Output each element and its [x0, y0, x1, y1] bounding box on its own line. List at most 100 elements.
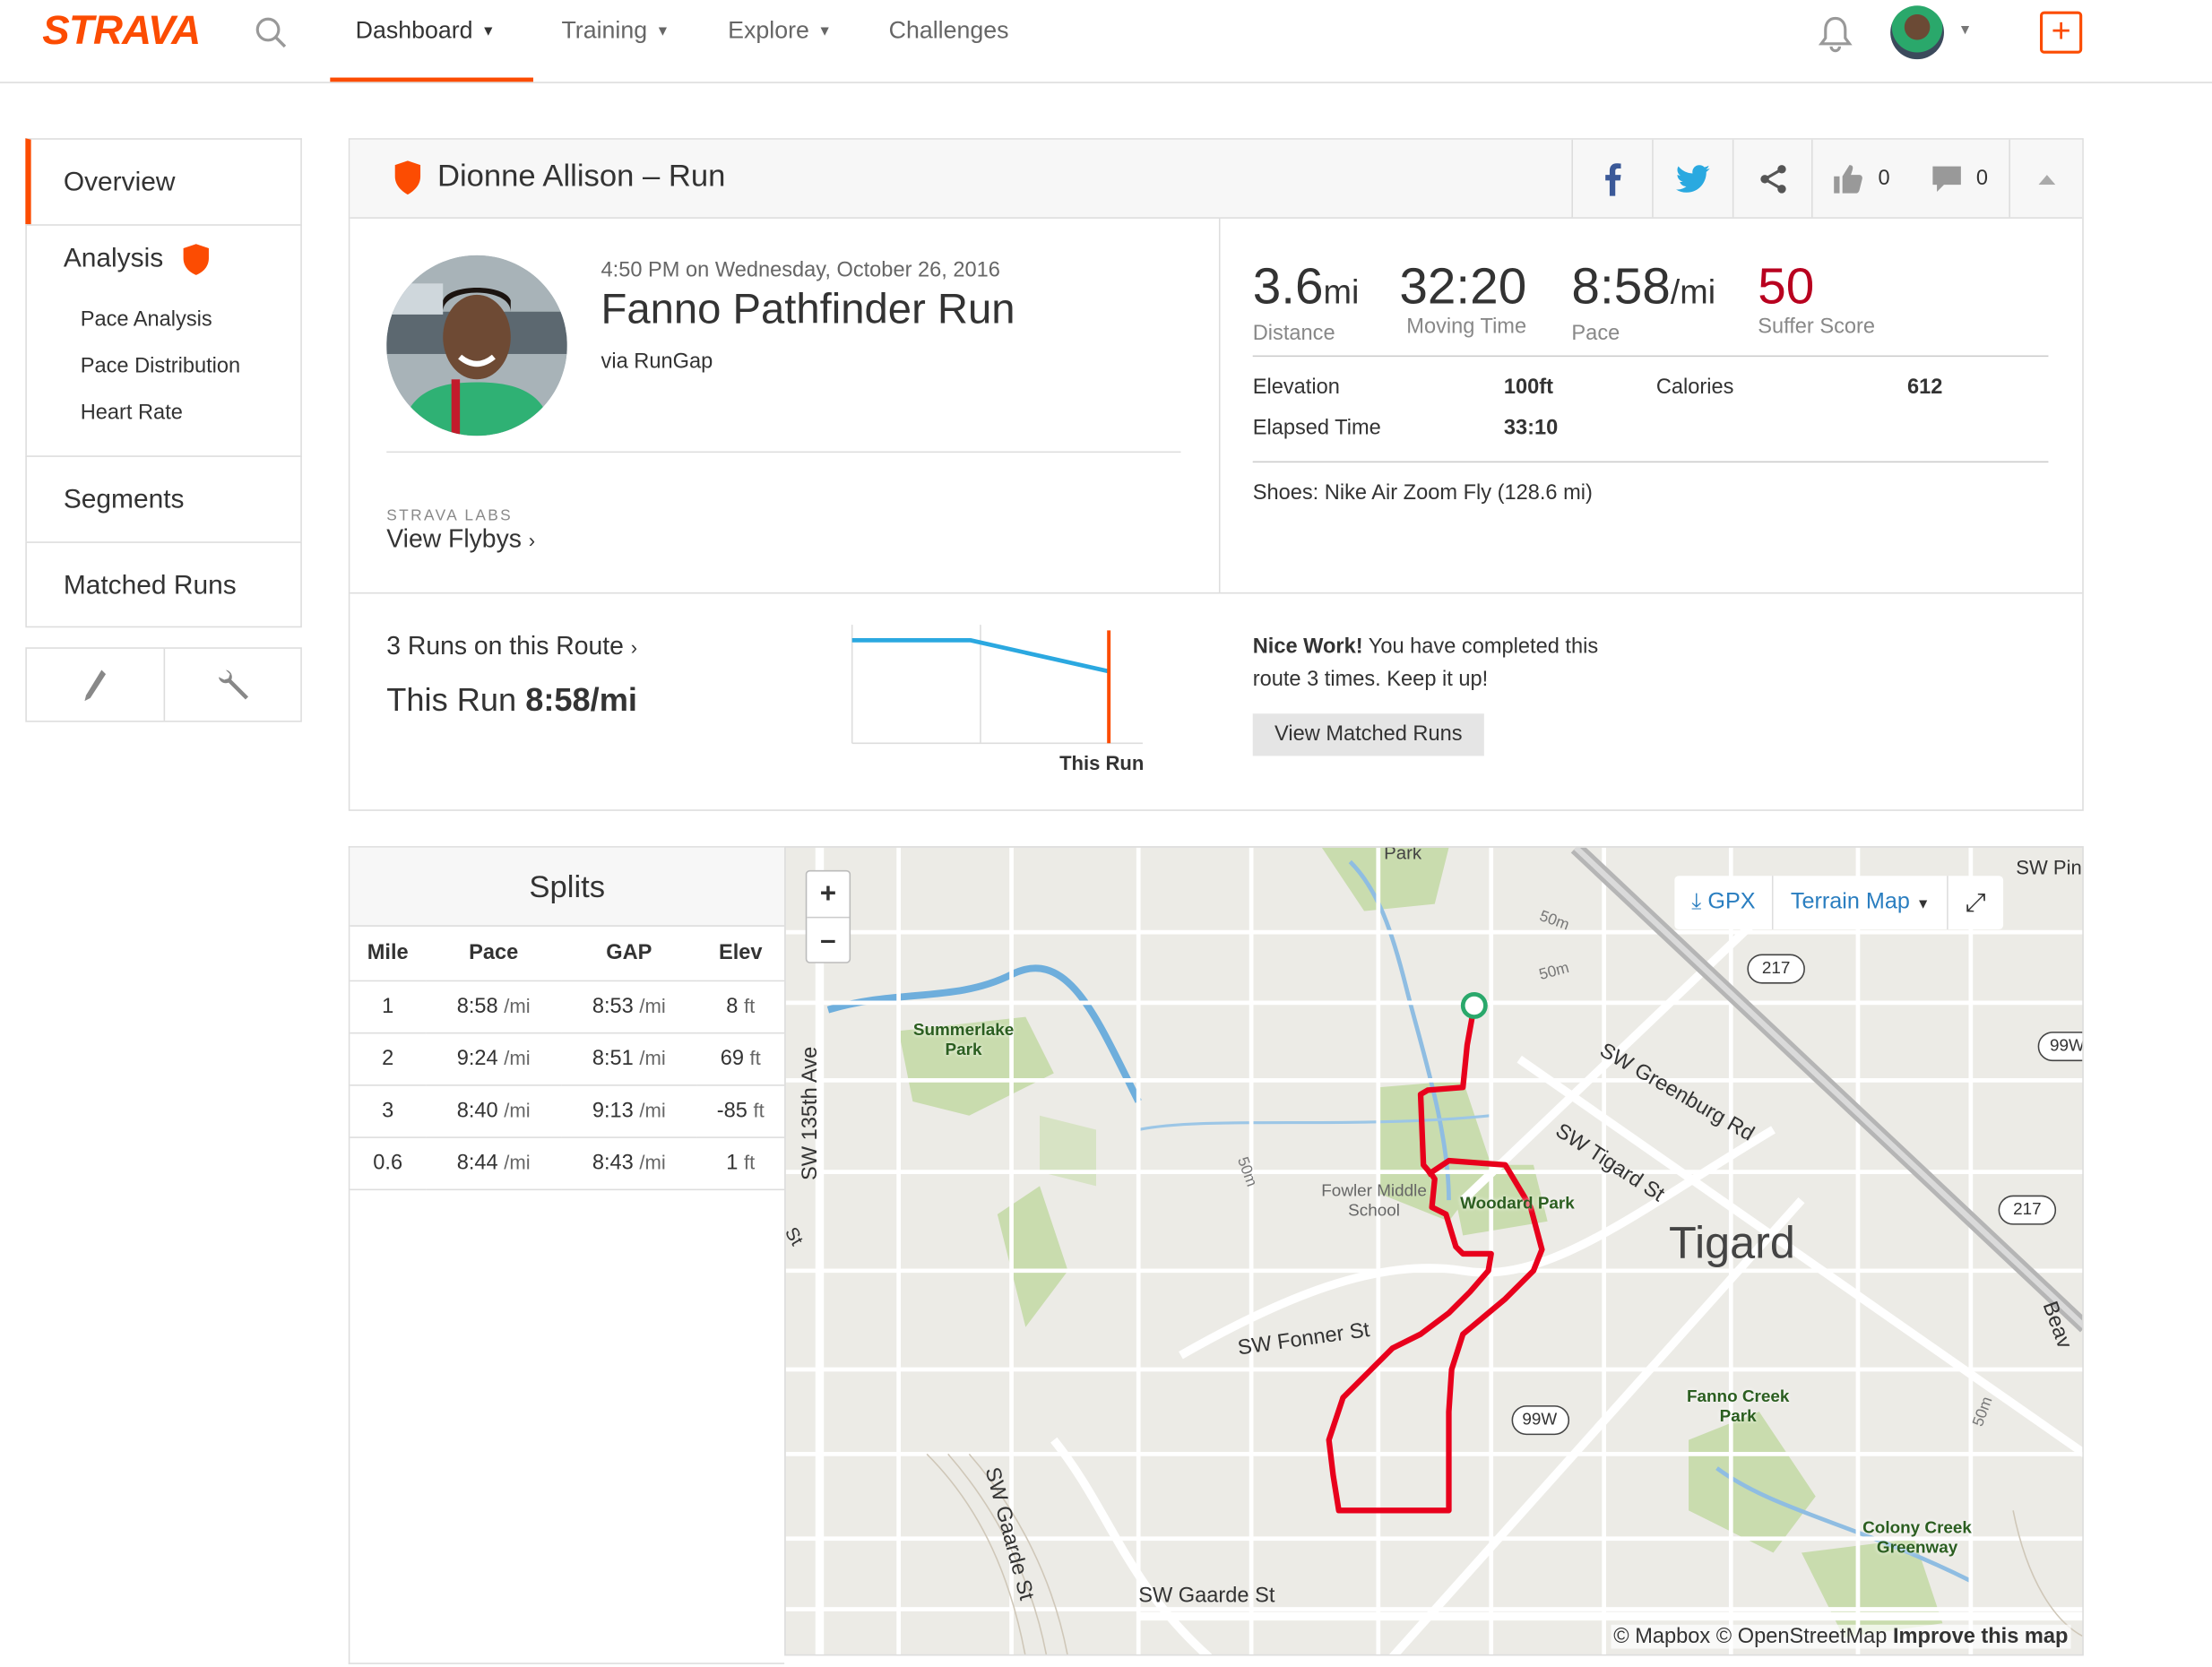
chevron-down-icon: ▼: [655, 23, 670, 40]
table-row[interactable]: 1 8:58 /mi 8:53 /mi 8 ft: [350, 980, 785, 1033]
pace-trend-line: [851, 638, 1110, 674]
map-label: Park: [1384, 846, 1422, 864]
sidebar-item-matched-runs[interactable]: Matched Runs: [25, 541, 302, 628]
route-shields: [1511, 954, 2083, 1436]
activity-device: via RunGap: [601, 350, 713, 375]
athlete-avatar[interactable]: [386, 255, 567, 436]
sidebar-item-heart-rate[interactable]: Heart Rate: [80, 400, 183, 425]
matched-runs-message: Nice Work! You have completed this route…: [1252, 635, 1599, 692]
table-row[interactable]: 0.6 8:44 /mi 8:43 /mi 1 ft: [350, 1136, 785, 1190]
kudos-count: 0: [1878, 166, 1890, 191]
activity-header: Dionne Allison – Run 0 0: [350, 139, 2083, 219]
active-tab-indicator: [330, 77, 533, 82]
chart-this-run-label: This Run: [1059, 751, 1145, 774]
collapse-button[interactable]: [2009, 139, 2082, 218]
map-canvas: [785, 847, 2083, 1654]
share-icon: [1759, 164, 1785, 193]
fullscreen-button[interactable]: ⤢: [1947, 876, 2002, 930]
expand-icon: ⤢: [1965, 888, 1986, 917]
stat-pace: 8:58/mi Pace: [1571, 256, 1716, 346]
sidebar-item-pace-distribution[interactable]: Pace Distribution: [80, 353, 241, 378]
facebook-share-button[interactable]: [1571, 139, 1652, 218]
col-mile: Mile: [350, 926, 427, 981]
sidebar-item-analysis[interactable]: Analysis: [63, 244, 164, 274]
nav-dashboard[interactable]: Dashboard ▼: [355, 16, 496, 44]
search-icon[interactable]: [254, 15, 290, 52]
nav-explore[interactable]: Explore ▼: [728, 16, 832, 44]
bell-icon[interactable]: [1817, 14, 1853, 54]
twitter-icon: [1675, 164, 1710, 193]
col-elev: Elev: [696, 926, 785, 981]
comments-button[interactable]: 0: [1910, 140, 2009, 218]
thumbs-up-icon: [1834, 164, 1863, 193]
divider: [1252, 355, 2049, 358]
map-label: Colony Creek Greenway: [1862, 1517, 1972, 1558]
chevron-down-icon: ▼: [481, 23, 496, 40]
wrench-icon: [218, 669, 248, 699]
stat-suffer-score[interactable]: 50 Suffer Score: [1758, 256, 1876, 339]
premium-shield-icon: [183, 244, 209, 275]
edit-button[interactable]: [27, 649, 163, 721]
map-label: 99W: [2050, 1035, 2084, 1056]
create-button[interactable]: +: [2040, 11, 2083, 54]
sidebar-item-segments[interactable]: Segments: [25, 455, 302, 542]
improve-map-link[interactable]: Improve this map: [1892, 1624, 2069, 1649]
nav-training[interactable]: Training ▼: [561, 16, 670, 44]
zoom-in-button[interactable]: +: [819, 878, 837, 910]
zoom-controls: + –: [805, 869, 851, 963]
top-navigation: STRAVA Dashboard ▼ Training ▼ Explore ▼ Cha…: [0, 0, 2212, 83]
matched-runs-link[interactable]: 3 Runs on this Route ›: [386, 631, 638, 661]
matched-runs-chart: [851, 625, 1143, 745]
table-row[interactable]: 2 9:24 /mi 8:51 /mi 69 ft: [350, 1032, 785, 1085]
strava-logo[interactable]: STRAVA: [42, 8, 201, 54]
elevation-label: Elevation: [1252, 375, 1340, 400]
nav-challenges[interactable]: Challenges: [888, 16, 1009, 44]
splits-panel: Splits Mile Pace GAP Elev 1 8:58 /mi 8:5…: [348, 846, 785, 1664]
pencil-icon: [84, 669, 107, 701]
download-icon: ⤓: [1691, 889, 1702, 914]
map-label: Summerlake Park: [912, 1019, 1015, 1059]
map-type-dropdown[interactable]: Terrain Map ▼: [1772, 876, 1947, 930]
calories-label: Calories: [1655, 375, 1734, 400]
chevron-down-icon[interactable]: ▼: [1957, 22, 1973, 39]
chevron-right-icon: ›: [630, 635, 638, 659]
table-row[interactable]: 3 8:40 /mi 9:13 /mi -85 ft: [350, 1084, 785, 1138]
sidebar-item-overview[interactable]: Overview: [25, 138, 302, 225]
divider: [1218, 218, 1221, 592]
map-label: 217: [2013, 1198, 2042, 1219]
facebook-icon: [1605, 162, 1621, 195]
activity-card: Dionne Allison – Run 0 0 4:50 PM on Wedn…: [348, 138, 2084, 811]
kudos-button[interactable]: 0: [1811, 139, 1910, 218]
map-label: 217: [1761, 957, 1791, 978]
view-flybys-link[interactable]: View Flybys ›: [386, 524, 536, 553]
col-pace: Pace: [426, 926, 562, 981]
premium-shield-icon: [394, 160, 421, 195]
route-map[interactable]: + – ⤓ GPX Terrain Map ▼ ⤢ Park SW Pin Su…: [784, 846, 2084, 1656]
stat-moving-time: 32:20 Moving Time: [1399, 256, 1527, 339]
sidebar-item-pace-analysis[interactable]: Pace Analysis: [80, 307, 212, 332]
strava-labs-label: STRAVA LABS: [386, 507, 514, 525]
elevation-value: 100ft: [1503, 375, 1554, 400]
stat-distance: 3.6mi Distance: [1252, 256, 1360, 346]
comment-icon: [1932, 165, 1961, 192]
splits-title: Splits: [350, 847, 785, 927]
calories-value: 612: [1907, 375, 1943, 400]
zoom-out-button[interactable]: –: [807, 916, 850, 962]
route-line: [1326, 1005, 1545, 1514]
chevron-down-icon: ▼: [817, 23, 832, 40]
map-label: Fowler Middle School: [1321, 1180, 1427, 1221]
actions-button[interactable]: [162, 648, 300, 721]
col-gap: GAP: [561, 926, 697, 981]
this-run-pace: This Run 8:58/mi: [386, 681, 637, 718]
view-matched-runs-button[interactable]: View Matched Runs: [1252, 713, 1484, 756]
user-avatar[interactable]: [1890, 5, 1944, 60]
start-finish-marker: [1460, 992, 1488, 1019]
twitter-share-button[interactable]: [1652, 139, 1732, 218]
share-button[interactable]: [1732, 139, 1811, 218]
divider: [1252, 461, 2049, 463]
sidebar-section-analysis: Analysis Pace Analysis Pace Distribution…: [25, 224, 302, 456]
activity-name: Fanno Pathfinder Run: [601, 286, 1015, 333]
splits-table: Mile Pace GAP Elev 1 8:58 /mi 8:53 /mi 8…: [350, 926, 785, 1190]
gpx-download-button[interactable]: ⤓ GPX: [1691, 889, 1756, 914]
chevron-right-icon: ›: [528, 529, 536, 552]
